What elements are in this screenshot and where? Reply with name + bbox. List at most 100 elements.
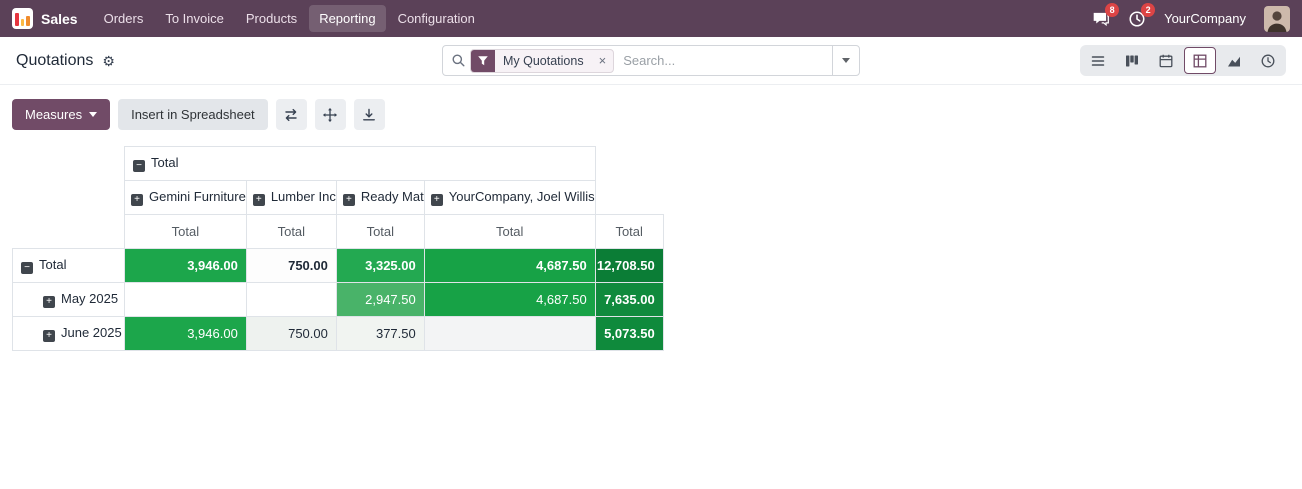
- search-bar: My Quotations: [442, 45, 860, 76]
- measures-label: Measures: [25, 107, 83, 122]
- pivot-measure-header[interactable]: Total: [124, 214, 247, 249]
- pivot-icon: [1193, 54, 1207, 67]
- chevron-down-icon: [842, 58, 850, 63]
- activities-button[interactable]: 2: [1128, 2, 1156, 28]
- pivot-col-group-total[interactable]: Total: [124, 146, 596, 181]
- control-panel: Quotations My Quotations: [0, 37, 1302, 85]
- col-group-label: Total: [151, 155, 179, 170]
- pivot-cell: [423, 316, 596, 351]
- pivot-cell: 4,687.50: [423, 248, 596, 283]
- calendar-icon: [1159, 54, 1173, 67]
- messages-badge: 8: [1105, 2, 1120, 17]
- facet-label: My Quotations: [503, 53, 584, 68]
- chevron-down-icon: [89, 112, 98, 117]
- search-input[interactable]: [614, 53, 832, 68]
- row-header-label: June 2025: [61, 325, 122, 340]
- remove-facet-icon[interactable]: [592, 50, 614, 72]
- activities-badge: 2: [1141, 2, 1156, 17]
- col-header-label: Gemini Furniture: [149, 189, 246, 204]
- col-header-label: Lumber Inc: [270, 189, 336, 204]
- app-name[interactable]: Sales: [41, 10, 78, 27]
- pivot-col-header-ready-mat[interactable]: Ready Mat: [335, 180, 425, 215]
- pivot-toolbar: Measures Insert in Spreadsheet: [0, 85, 1302, 130]
- expand-all-button[interactable]: [314, 99, 346, 130]
- flip-axis-icon: [285, 108, 297, 121]
- pivot-cell: [124, 282, 247, 317]
- pivot-col-header-yourcompany-joel-willis[interactable]: YourCompany, Joel Willis: [423, 180, 596, 215]
- pivot-cell: 2,947.50: [335, 282, 425, 317]
- pivot-total-cell: 5,073.50: [594, 316, 664, 351]
- filter-funnel-icon: [471, 49, 495, 72]
- list-view-button[interactable]: [1082, 47, 1114, 74]
- kanban-icon: [1126, 55, 1138, 66]
- insert-in-spreadsheet-button[interactable]: Insert in Spreadsheet: [118, 99, 268, 130]
- expand-icon: [43, 296, 55, 308]
- pivot-grand-total-header[interactable]: Total: [594, 214, 664, 249]
- pivot-cell: 3,946.00: [124, 248, 247, 283]
- pivot-view-button[interactable]: [1184, 47, 1216, 74]
- expand-icon: [131, 194, 143, 206]
- calendar-view-button[interactable]: [1150, 47, 1182, 74]
- expand-icon: [430, 194, 443, 206]
- avatar-image: [1264, 5, 1290, 32]
- page-title: Quotations: [16, 51, 94, 69]
- nav-item-to-invoice[interactable]: To Invoice: [165, 11, 224, 26]
- pivot-cell: 750.00: [245, 248, 337, 283]
- pivot-row-header-total[interactable]: Total: [12, 248, 125, 283]
- activity-view-button[interactable]: [1252, 47, 1284, 74]
- flip-axis-button[interactable]: [275, 99, 307, 130]
- pivot-measure-header[interactable]: Total: [245, 214, 337, 249]
- pivot-cell: 750.00: [245, 316, 337, 351]
- pivot-cell: 3,325.00: [335, 248, 425, 283]
- action-gear-icon[interactable]: [102, 54, 115, 68]
- kanban-view-button[interactable]: [1116, 47, 1148, 74]
- messages-button[interactable]: 8: [1092, 2, 1120, 28]
- nav-item-products[interactable]: Products: [245, 11, 298, 26]
- insert-label: Insert in Spreadsheet: [131, 107, 255, 122]
- download-button[interactable]: [353, 99, 385, 130]
- graph-view-button[interactable]: [1218, 47, 1250, 74]
- search-icon: [451, 53, 466, 68]
- pivot-total-cell: 12,708.50: [594, 248, 664, 283]
- pivot-blank: [595, 146, 664, 215]
- pivot-view: Total Gemini Furniture Lumber Inc Ready …: [0, 130, 1302, 351]
- col-header-label: YourCompany, Joel Willis: [448, 189, 595, 204]
- nav-item-orders[interactable]: Orders: [103, 11, 144, 26]
- pivot-measure-header[interactable]: Total: [335, 214, 425, 249]
- expand-all-icon: [323, 107, 338, 122]
- company-name[interactable]: YourCompany: [1164, 11, 1246, 26]
- pivot-measure-header[interactable]: Total: [423, 214, 596, 249]
- sales-app-icon[interactable]: [12, 8, 33, 29]
- clock-icon: [1261, 54, 1275, 67]
- pivot-total-cell: 7,635.00: [594, 282, 664, 317]
- pivot-table: Total Gemini Furniture Lumber Inc Ready …: [12, 146, 664, 351]
- user-avatar[interactable]: [1264, 5, 1290, 32]
- pivot-corner: [12, 146, 125, 249]
- pivot-cell: 377.50: [335, 316, 425, 351]
- view-switcher: [1080, 45, 1286, 76]
- pivot-cell: 4,687.50: [423, 282, 596, 317]
- expand-icon: [252, 194, 265, 206]
- collapse-icon: [21, 262, 33, 274]
- list-icon: [1091, 55, 1105, 66]
- download-icon: [363, 108, 376, 120]
- main-menu: Orders To Invoice Products Reporting Con…: [94, 5, 485, 32]
- expand-icon: [342, 194, 355, 206]
- graph-icon: [1228, 56, 1240, 66]
- nav-item-reporting[interactable]: Reporting: [309, 5, 386, 32]
- col-header-label: Ready Mat: [360, 189, 424, 204]
- expand-icon: [43, 330, 55, 342]
- pivot-row-header-june-2025[interactable]: June 2025: [12, 316, 125, 351]
- row-header-label: Total: [39, 257, 67, 272]
- activity-clock-icon: [1129, 10, 1145, 27]
- pivot-col-header-gemini-furniture[interactable]: Gemini Furniture: [124, 180, 247, 215]
- pivot-row-header-may-2025[interactable]: May 2025: [12, 282, 125, 317]
- pivot-col-header-lumber-inc[interactable]: Lumber Inc: [245, 180, 337, 215]
- top-navbar: Sales Orders To Invoice Products Reporti…: [0, 0, 1302, 37]
- search-dropdown-button[interactable]: [832, 46, 859, 75]
- measures-button[interactable]: Measures: [12, 99, 111, 130]
- pivot-cell: 3,946.00: [124, 316, 247, 351]
- filter-facet: My Quotations: [470, 48, 615, 73]
- nav-item-configuration[interactable]: Configuration: [397, 11, 475, 26]
- row-header-label: May 2025: [61, 291, 119, 306]
